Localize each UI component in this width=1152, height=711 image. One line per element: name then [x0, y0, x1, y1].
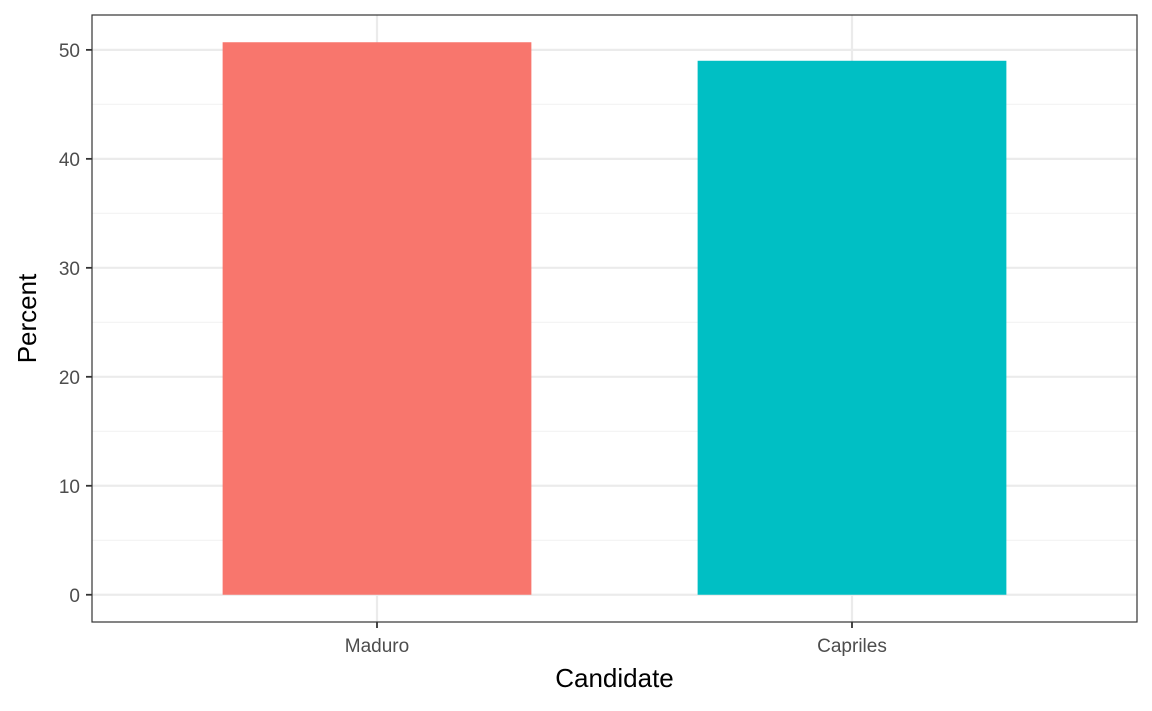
- x-axis-ticks: Maduro Capriles: [345, 622, 887, 657]
- y-tick-label: 20: [59, 368, 80, 389]
- y-tick-label: 10: [59, 477, 80, 498]
- y-tick-label: 30: [59, 259, 80, 280]
- y-axis-ticks: 0 10 20 30 40 50: [59, 41, 92, 607]
- x-axis-title: Candidate: [555, 663, 674, 693]
- y-tick-label: 40: [59, 150, 80, 171]
- y-tick-label: 0: [69, 586, 80, 607]
- panel-border: [91, 14, 1138, 623]
- bar-maduro: [222, 42, 532, 595]
- y-axis-title: Percent: [12, 273, 42, 363]
- bars: [222, 42, 1007, 595]
- x-tick-label: Capriles: [817, 636, 887, 657]
- y-tick-label: 50: [59, 41, 80, 62]
- bar-capriles: [697, 60, 1007, 595]
- x-tick-label: Maduro: [345, 636, 409, 657]
